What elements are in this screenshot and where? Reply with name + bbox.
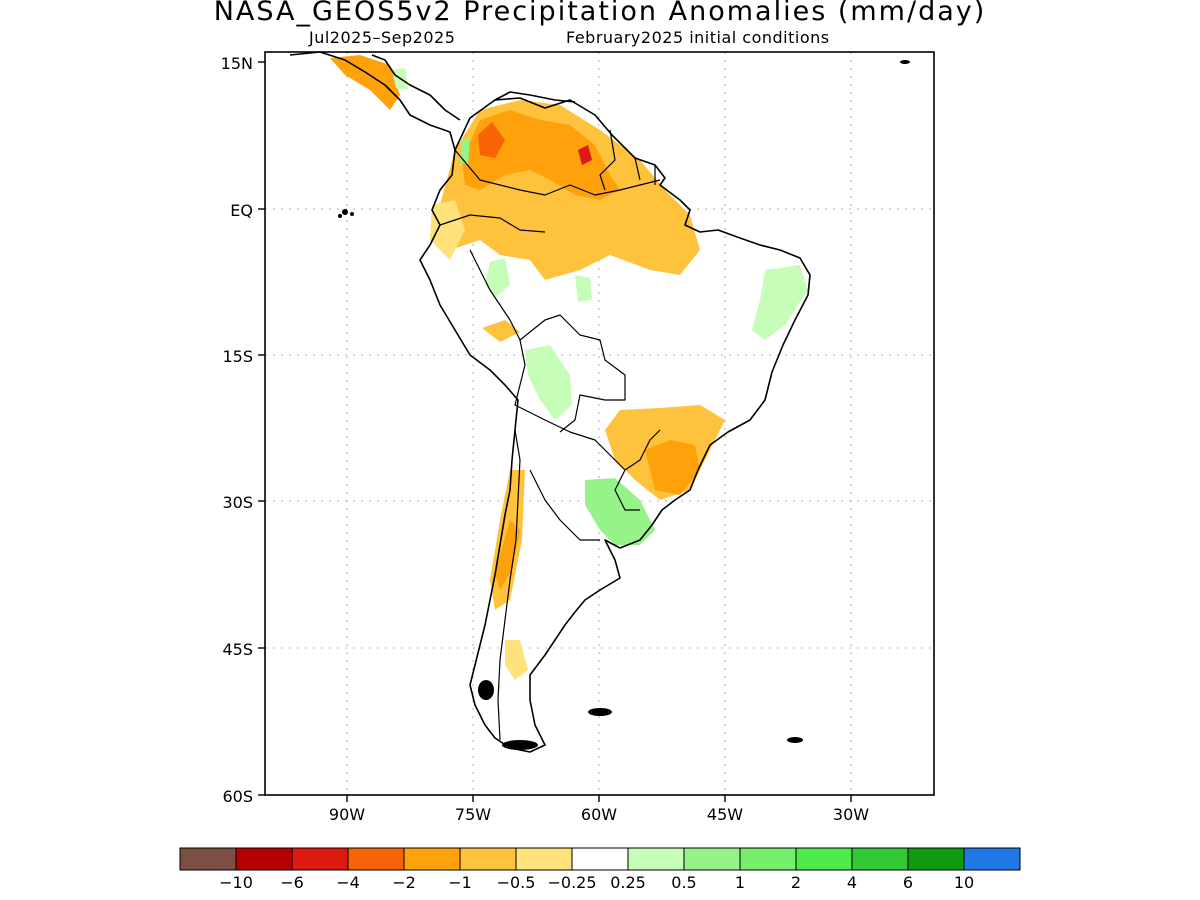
colorbar-label: −6 (280, 873, 304, 892)
chart-title: NASA_GEOS5v2 Precipitation Anomalies (mm… (213, 0, 987, 27)
caribbean-coast (494, 91, 576, 103)
x-tick-label: 90W (329, 805, 365, 824)
colorbar-label: −4 (336, 873, 360, 892)
colorbar-label: −1 (448, 873, 472, 892)
country-borders (439, 129, 661, 741)
anomaly-shading (330, 55, 808, 680)
dry-anomaly-central-america (330, 55, 400, 110)
colorbar-label: 6 (903, 873, 913, 892)
colorbar-swatch (347, 847, 405, 871)
wet-anomaly-bolivia (525, 345, 572, 420)
y-tick-label: 15N (221, 54, 253, 73)
south-america-coastline (419, 97, 811, 753)
colorbar-label: 10 (954, 873, 974, 892)
coastlines (289, 51, 811, 753)
x-tick-label: 75W (455, 805, 491, 824)
x-tick-label: 60W (581, 805, 617, 824)
x-axis-labels: 90W 75W 60W 45W 30W (329, 805, 869, 824)
colorbar-label: 1 (735, 873, 745, 892)
dry-core-colombia (478, 122, 505, 158)
colorbar-label: −10 (219, 873, 253, 892)
y-tick-label: 15S (222, 347, 253, 366)
tick-marks (258, 61, 852, 802)
colorbar-swatch (795, 847, 853, 871)
colorbar-label: 0.5 (671, 873, 696, 892)
y-tick-label: 60S (222, 787, 253, 806)
dry-anomaly-peru (482, 320, 520, 342)
y-tick-label: 45S (222, 640, 253, 659)
dry-anomaly-west (430, 200, 465, 260)
colorbar-swatch (179, 847, 237, 871)
dry-core-venezuela (578, 145, 592, 165)
islands (338, 60, 910, 750)
colorbar-swatch (963, 847, 1021, 871)
y-tick-label: 30S (222, 493, 253, 512)
colorbar-label: −2 (392, 873, 416, 892)
colorbar-swatch (683, 847, 741, 871)
colorbar-label: −0.5 (497, 873, 536, 892)
colorbar-swatch (291, 847, 349, 871)
strong-dry-anomaly-chile (495, 520, 520, 590)
forecast-period: Jul2025–Sep2025 (309, 28, 456, 47)
initial-conditions: February2025 initial conditions (566, 28, 830, 47)
wet-anomaly-northeast-brazil (752, 265, 808, 340)
y-tick-label: EQ (230, 201, 253, 220)
x-tick-label: 45W (707, 805, 743, 824)
wet-anomaly-uruguay (585, 478, 655, 545)
colorbar-swatch (907, 847, 965, 871)
map-frame (258, 51, 935, 802)
colorbar-swatch (739, 847, 797, 871)
colorbar-swatch (235, 847, 293, 871)
central-america-coastline (289, 51, 456, 151)
colorbar-swatch (627, 847, 685, 871)
x-tick-label: 30W (833, 805, 869, 824)
strong-dry-anomaly-southeast (645, 440, 700, 495)
colorbar-label: 2 (791, 873, 801, 892)
central-america-north-coast (371, 54, 461, 121)
colorbar-swatch (459, 847, 517, 871)
dry-anomaly-patagonia (505, 640, 528, 680)
colorbar-swatch (403, 847, 461, 871)
colorbar-swatch (515, 847, 573, 871)
colorbar-swatch (571, 847, 629, 871)
wet-anomaly-amazon-2 (575, 275, 592, 302)
strong-dry-anomaly-north (462, 110, 620, 200)
colorbar-label: 4 (847, 873, 857, 892)
y-axis-labels: 15N EQ 15S 30S 45S 60S (221, 54, 253, 806)
wet-anomaly-amazon (485, 258, 510, 298)
colorbar: −10 −6 −4 −2 −1 −0.5 −0.25 0.25 0.5 1 2 4 6 10 (179, 847, 1021, 892)
colorbar-swatch (851, 847, 909, 871)
colorbar-label: 0.25 (610, 873, 646, 892)
colorbar-label: −0.25 (547, 873, 596, 892)
